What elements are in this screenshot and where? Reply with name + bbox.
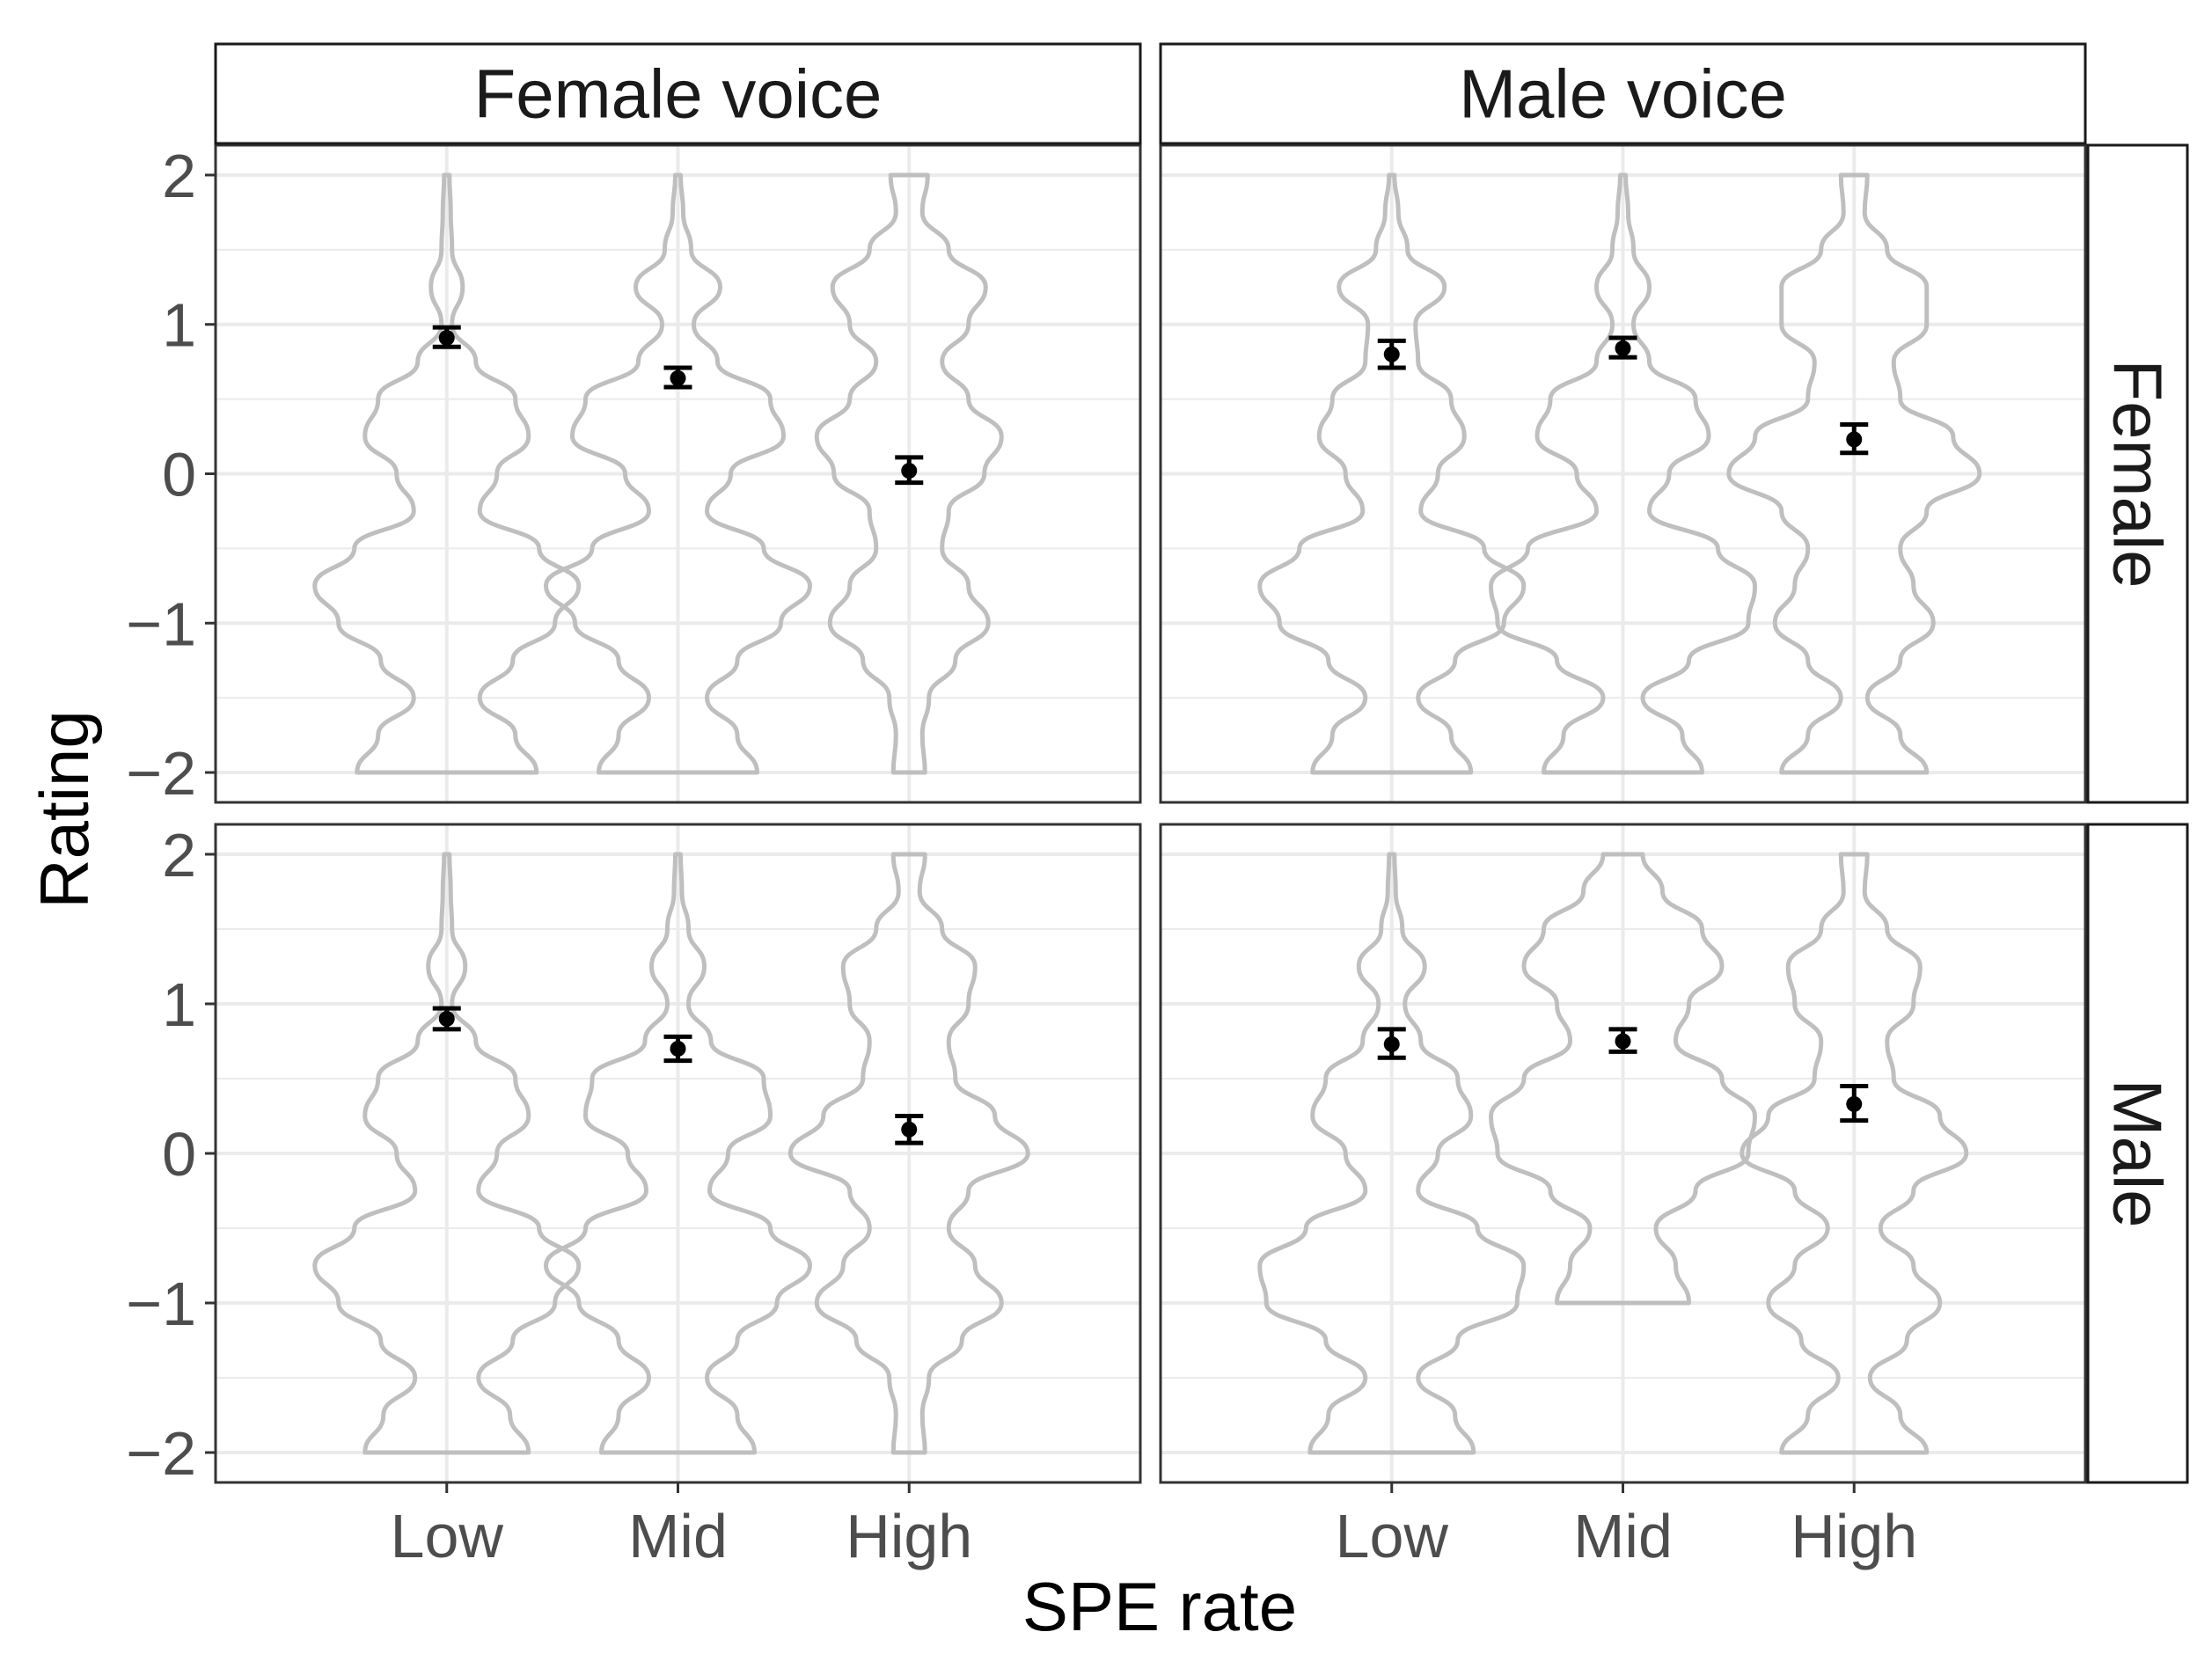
mean-point-high (1846, 431, 1863, 448)
x-tick-label: Mid (1573, 1502, 1673, 1570)
violin-low (1257, 172, 1527, 775)
y-tick-label: 1 (162, 970, 196, 1039)
x-tick-label: Low (391, 1502, 504, 1570)
x-axis-title: SPE rate (1022, 1568, 1297, 1645)
x-tick-label: Mid (628, 1502, 728, 1570)
mean-point-low (438, 1011, 455, 1027)
mean-point-high (1846, 1095, 1863, 1112)
strip-box (2086, 823, 2189, 1484)
x-tick-label: Low (1336, 1502, 1449, 1570)
strip-label: Female voice (474, 55, 883, 133)
strip-row-male: Male (2086, 823, 2189, 1484)
panel-female-voice-female (214, 143, 1142, 804)
violin-mid (544, 852, 812, 1455)
mean-point-low (1383, 1036, 1400, 1052)
mean-point-high (901, 1121, 918, 1138)
strip-label: Male (2099, 1079, 2177, 1227)
strip-box (1159, 42, 2087, 145)
x-tick-label: High (846, 1502, 972, 1570)
panel-border (1159, 143, 2087, 804)
violin-low (312, 852, 582, 1455)
mean-point-high (901, 463, 918, 479)
y-tick-label: 0 (162, 441, 196, 509)
panel-male-voice-female (1159, 143, 2087, 804)
panels-layer (214, 143, 2087, 1484)
violin-high (1740, 852, 1969, 1455)
y-tick-label: 1 (162, 291, 196, 360)
mean-point-mid (670, 1041, 686, 1057)
strip-column-male-voice: Male voice (1159, 42, 2087, 145)
y-tick-label: 2 (162, 821, 196, 889)
strip-box (214, 42, 1142, 145)
strip-label: Male voice (1459, 55, 1787, 133)
mean-point-low (438, 330, 455, 347)
strip-column-female-voice: Female voice (214, 42, 1142, 145)
strip-row-female: Female (2086, 143, 2189, 804)
violin-mid (544, 172, 812, 775)
mean-point-low (1383, 346, 1400, 362)
y-axis-title: Rating (26, 710, 103, 908)
violin-high (1726, 172, 1982, 775)
y-tick-label: −2 (126, 739, 196, 808)
y-tick-label: 2 (162, 142, 196, 210)
strips-layer: Female voice Male voice Female Male (214, 42, 2189, 1484)
panel-female-voice-male (214, 823, 1142, 1484)
violin-low (1257, 852, 1527, 1455)
violin-mid (1489, 172, 1757, 775)
axes-layer: −2 −1 0 1 2 −2 −1 0 1 2 Low Mid High Low Mid High (126, 142, 1917, 1570)
mean-point-mid (670, 370, 686, 386)
y-tick-label: −1 (126, 1270, 196, 1338)
strip-label: Female (2099, 359, 2177, 588)
strip-box (2086, 143, 2189, 804)
y-tick-label: −1 (126, 589, 196, 658)
mean-point-mid (1615, 340, 1631, 356)
panel-male-voice-male (1159, 823, 2087, 1484)
violin-low (312, 172, 582, 775)
x-tick-label: High (1791, 1502, 1917, 1570)
mean-point-mid (1615, 1033, 1631, 1050)
violin-high (787, 852, 1030, 1455)
violin-mid (1489, 852, 1757, 1306)
y-tick-label: −2 (126, 1419, 196, 1488)
y-tick-label: 0 (162, 1120, 196, 1189)
violin-high (814, 172, 1004, 775)
